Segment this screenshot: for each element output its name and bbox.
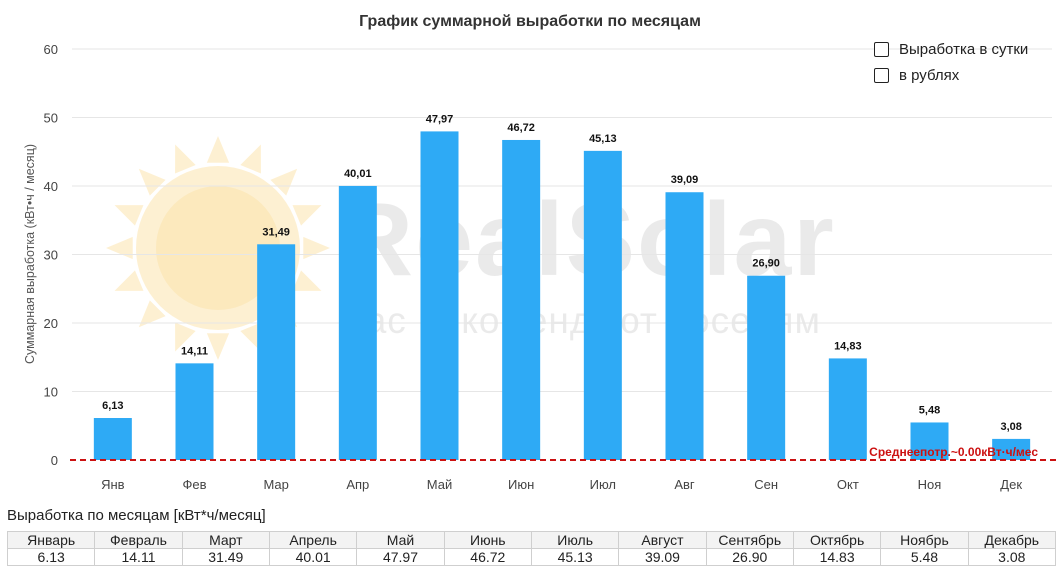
bar-Дек <box>992 438 1031 460</box>
month-header: Декабрь <box>967 531 1057 549</box>
bar-Ноя <box>910 422 949 460</box>
month-value: 39.09 <box>618 548 707 566</box>
bar-value-label: 14,83 <box>834 340 862 352</box>
x-tick-label: Окт <box>837 477 859 492</box>
month-value: 45.13 <box>530 548 620 566</box>
month-value: 26.90 <box>705 548 794 566</box>
bar-value-label: 6,13 <box>102 400 123 412</box>
table-values-row: 6.13 14.11 31.49 40.01 47.97 46.72 45.13… <box>6 548 1057 566</box>
bar-value-label: 14,11 <box>181 345 208 357</box>
y-tick-label: 60 <box>44 42 58 57</box>
month-header: Январь <box>6 531 96 549</box>
y-tick-label: 50 <box>44 111 58 126</box>
month-header: Сентябрь <box>705 531 794 549</box>
bar-value-label: 40,01 <box>344 168 372 180</box>
x-tick-label: Ноя <box>918 477 942 492</box>
month-header: Март <box>181 531 270 549</box>
bar-Окт <box>828 358 867 460</box>
monthly-table: Январь Февраль Март Апрель Май Июнь Июль… <box>6 531 1057 566</box>
month-value: 40.01 <box>268 548 358 566</box>
month-header: Июль <box>530 531 620 549</box>
sun-logo-icon <box>106 136 330 360</box>
checkbox-daily[interactable] <box>874 41 889 57</box>
y-tick-label: 20 <box>44 316 58 331</box>
reference-line-label: Среднееп­отр.~0.00кВт·ч/мес <box>869 445 1038 459</box>
legend-label-rubles: в рублях <box>899 66 960 84</box>
bar-Янв <box>93 418 132 460</box>
month-header: Июнь <box>443 531 532 549</box>
bar-value-label: 26,90 <box>752 258 780 270</box>
bars: 6,13 14,11 31,49 40,01 47,97 46,72 45,13 39,09 2… <box>93 113 1031 460</box>
month-header: Октябрь <box>792 531 882 549</box>
legend-item-daily[interactable]: Выработка в сутки <box>874 36 1028 62</box>
month-header: Май <box>356 531 445 549</box>
watermark: RealSolar Нас рекомендуют соседям <box>106 136 834 360</box>
legend: Выработка в сутки в рублях <box>874 36 1028 88</box>
y-tick-label: 40 <box>44 179 58 194</box>
month-header: Апрель <box>268 531 358 549</box>
x-tick-label: Сен <box>754 477 778 492</box>
y-axis-label: Суммарная выработка (кВт•ч / месяц) <box>23 144 37 364</box>
bar-value-label: 46,72 <box>507 122 535 134</box>
month-value: 47.97 <box>356 548 445 566</box>
bar-value-label: 39,09 <box>671 174 699 186</box>
y-tick-label: 0 <box>51 453 58 468</box>
x-tick-label: Авг <box>674 477 695 492</box>
month-value: 6.13 <box>6 548 96 566</box>
month-value: 46.72 <box>443 548 532 566</box>
bar-Авг <box>665 192 704 460</box>
chart-title: График суммарной выработки по месяцам <box>359 13 701 30</box>
bar-Июн <box>502 139 541 460</box>
bar-value-label: 47,97 <box>426 113 454 125</box>
month-value: 31.49 <box>181 548 270 566</box>
bar-Июл <box>583 150 622 460</box>
bar-value-label: 45,13 <box>589 133 617 145</box>
x-tick-label: Фев <box>182 477 206 492</box>
x-axis-ticks: Янв Фев Мар Апр Май Июн Июл Авг Сен Окт Ноя Дек <box>101 477 1022 492</box>
bar-Апр <box>338 185 377 460</box>
table-header-row: Январь Февраль Март Апрель Май Июнь Июль… <box>6 531 1057 549</box>
grid <box>72 48 1052 392</box>
average-consumption-line: Среднееп­отр.~0.00кВт·ч/мес <box>70 445 1056 461</box>
legend-label-daily: Выработка в сутки <box>899 40 1029 58</box>
bar-Май <box>420 131 459 460</box>
table-title: Выработка по месяцам [кВт*ч/месяц] <box>7 507 266 524</box>
month-header: Февраль <box>94 531 183 549</box>
month-value: 14.83 <box>792 548 882 566</box>
month-value: 5.48 <box>880 548 969 566</box>
month-header: Август <box>618 531 707 549</box>
x-tick-label: Апр <box>346 477 369 492</box>
y-tick-label: 30 <box>44 248 58 263</box>
month-header: Ноябрь <box>880 531 969 549</box>
bar-value-label: 31,49 <box>262 226 290 238</box>
x-tick-label: Мар <box>263 477 288 492</box>
bar-value-label: 3,08 <box>1000 421 1021 433</box>
x-tick-label: Май <box>427 477 452 492</box>
bar-Сен <box>747 275 786 460</box>
watermark-tagline: Нас рекомендуют соседям <box>338 300 821 341</box>
bar-Фев <box>175 363 214 460</box>
legend-item-rubles[interactable]: в рублях <box>874 62 1028 88</box>
checkbox-rubles[interactable] <box>874 67 889 83</box>
y-axis-ticks: 0 10 20 30 40 50 60 <box>44 42 58 468</box>
x-tick-label: Янв <box>101 477 125 492</box>
bar-Мар <box>257 244 296 460</box>
x-tick-label: Июн <box>508 477 534 492</box>
x-tick-label: Дек <box>1000 477 1022 492</box>
bar-value-label: 5,48 <box>919 404 940 416</box>
month-value: 3.08 <box>967 548 1057 566</box>
monthly-generation-chart: RealSolar Нас рекомендуют соседям График… <box>23 13 1056 492</box>
month-value: 14.11 <box>94 548 183 566</box>
x-tick-label: Июл <box>590 477 616 492</box>
y-tick-label: 10 <box>44 385 58 400</box>
